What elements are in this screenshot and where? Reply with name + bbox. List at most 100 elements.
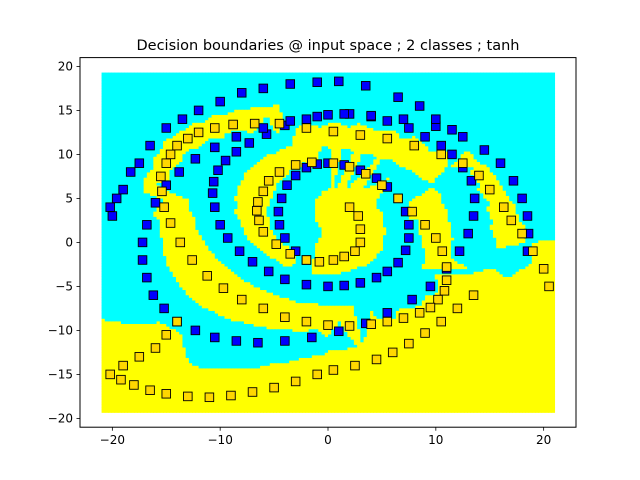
region-cell-class-1 <box>269 391 274 395</box>
region-cell-class-1 <box>175 378 180 382</box>
region-cell-class-0 <box>250 359 255 364</box>
region-cell-class-1 <box>224 386 229 390</box>
region-cell-class-1 <box>457 401 462 406</box>
region-cell-class-1 <box>104 365 109 369</box>
region-cell-class-1 <box>363 380 368 385</box>
region-cell-class-1 <box>208 370 213 374</box>
region-cell-class-1 <box>221 378 226 382</box>
region-cell-class-1 <box>528 399 533 403</box>
region-cell-class-1 <box>379 399 384 403</box>
region-cell-class-1 <box>370 378 374 382</box>
region-cell-class-1 <box>227 386 232 390</box>
region-cell-class-0 <box>243 349 248 353</box>
region-cell-class-1 <box>276 378 281 382</box>
region-cell-class-1 <box>305 380 310 385</box>
region-cell-class-1 <box>463 320 468 325</box>
region-cell-class-1 <box>535 391 539 395</box>
region-cell-class-1 <box>457 352 462 356</box>
region-cell-class-1 <box>467 331 471 335</box>
region-cell-class-1 <box>282 399 287 403</box>
region-cell-class-1 <box>541 409 546 413</box>
region-cell-class-0 <box>315 341 319 345</box>
region-cell-class-1 <box>331 326 336 330</box>
region-cell-class-1 <box>127 409 132 413</box>
region-cell-class-1 <box>457 331 462 335</box>
region-cell-class-0 <box>250 326 255 330</box>
region-cell-class-1 <box>260 318 264 322</box>
region-cell-class-1 <box>324 393 329 398</box>
region-cell-class-1 <box>496 341 501 345</box>
region-cell-class-1 <box>370 386 374 390</box>
region-cell-class-0 <box>308 349 313 353</box>
region-cell-class-1 <box>256 373 261 377</box>
region-cell-class-1 <box>188 365 193 369</box>
region-cell-class-1 <box>467 352 471 356</box>
region-cell-class-1 <box>444 386 449 390</box>
region-cell-class-1 <box>535 339 539 343</box>
region-cell-class-0 <box>289 336 294 340</box>
region-cell-class-1 <box>441 370 446 374</box>
region-cell-class-1 <box>541 339 546 343</box>
region-cell-class-0 <box>218 320 222 325</box>
region-cell-class-1 <box>260 399 264 403</box>
region-cell-class-1 <box>389 391 394 395</box>
region-cell-class-0 <box>230 333 235 338</box>
region-cell-class-1 <box>392 367 397 372</box>
region-cell-class-1 <box>373 352 378 356</box>
region-cell-class-1 <box>483 378 488 382</box>
region-cell-class-1 <box>425 359 429 364</box>
region-cell-class-1 <box>447 331 452 335</box>
region-cell-class-1 <box>108 346 112 351</box>
region-cell-class-1 <box>159 349 164 353</box>
region-cell-class-1 <box>243 404 248 408</box>
region-cell-class-1 <box>156 378 161 382</box>
region-cell-class-1 <box>499 328 504 332</box>
region-cell-class-1 <box>175 336 180 340</box>
region-cell-class-1 <box>412 393 416 398</box>
region-cell-class-1 <box>140 399 145 403</box>
region-cell-class-1 <box>454 396 458 400</box>
region-cell-class-1 <box>108 349 112 353</box>
region-cell-class-1 <box>509 328 513 332</box>
region-cell-class-1 <box>467 401 471 406</box>
region-cell-class-1 <box>489 354 494 358</box>
region-cell-class-0 <box>298 331 303 335</box>
region-cell-class-1 <box>544 362 549 366</box>
region-cell-class-1 <box>298 386 303 390</box>
region-cell-class-1 <box>473 357 478 361</box>
region-cell-class-1 <box>525 375 530 379</box>
region-cell-class-0 <box>240 359 245 364</box>
region-cell-class-1 <box>159 352 164 356</box>
region-cell-class-1 <box>237 380 242 385</box>
region-cell-class-1 <box>234 380 239 385</box>
region-cell-class-1 <box>441 341 446 345</box>
region-cell-class-1 <box>528 357 533 361</box>
region-cell-class-1 <box>108 365 112 369</box>
region-cell-class-1 <box>347 373 352 377</box>
region-cell-class-1 <box>412 333 416 338</box>
region-cell-class-0 <box>328 339 332 343</box>
region-cell-class-1 <box>108 409 112 413</box>
region-cell-class-0 <box>253 354 258 358</box>
region-cell-class-1 <box>302 391 306 395</box>
region-cell-class-0 <box>208 357 213 361</box>
region-cell-class-1 <box>370 367 374 372</box>
region-cell-class-1 <box>266 386 271 390</box>
region-cell-class-1 <box>192 373 196 377</box>
region-cell-class-1 <box>415 326 420 330</box>
region-cell-class-1 <box>366 349 371 353</box>
region-cell-class-0 <box>188 346 193 351</box>
region-cell-class-1 <box>137 328 141 332</box>
region-cell-class-1 <box>457 326 462 330</box>
region-cell-class-1 <box>295 323 300 327</box>
region-cell-class-1 <box>492 359 497 364</box>
region-cell-class-1 <box>166 404 171 408</box>
region-cell-class-1 <box>201 367 206 372</box>
region-cell-class-1 <box>444 346 449 351</box>
region-cell-class-0 <box>334 336 339 340</box>
region-cell-class-1 <box>496 346 501 351</box>
region-cell-class-0 <box>295 349 300 353</box>
region-cell-class-1 <box>505 326 510 330</box>
region-cell-class-1 <box>114 331 119 335</box>
region-cell-class-1 <box>399 344 403 348</box>
